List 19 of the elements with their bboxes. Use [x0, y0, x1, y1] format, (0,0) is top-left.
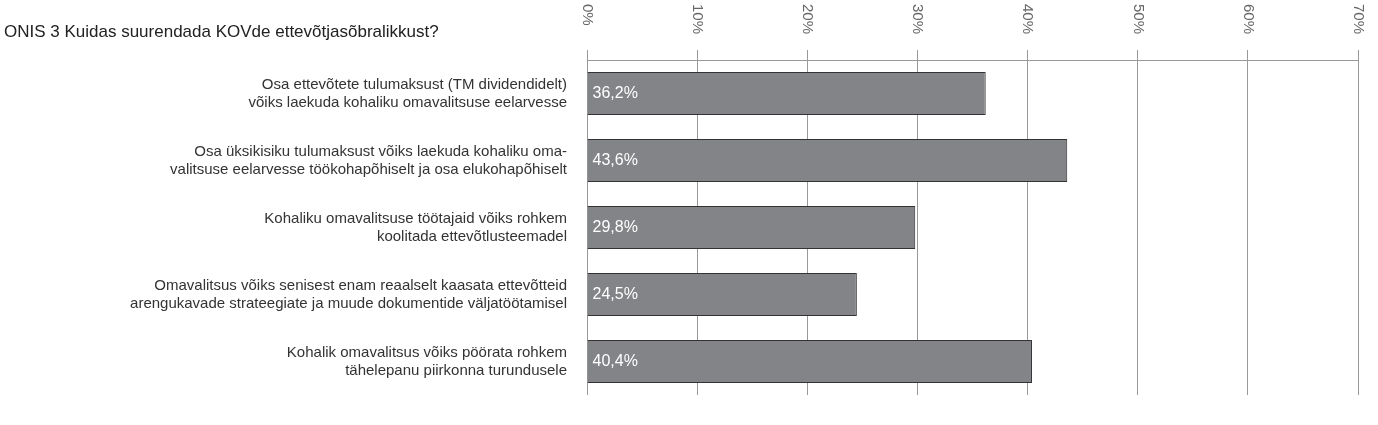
y-tick-label: Osa ettevõtete tulumaksust (TM dividendidelt) võiks laekuda kohaliku omavalitsuse eelarvesse	[248, 74, 567, 110]
x-tick-label: 10%	[690, 4, 707, 35]
x-tick-label: 40%	[1020, 4, 1038, 35]
x-tick-label: 50%	[1130, 4, 1148, 35]
data-label: 29,8%	[592, 217, 638, 235]
data-label: 43,6%	[592, 150, 638, 168]
x-tick-label: 0%	[579, 4, 597, 26]
y-tick-label: Kohaliku omavalitsuse töötajaid võiks rohkem koolitada ettevõtlusteemadel	[264, 208, 567, 244]
x-tick-label: 60%	[1240, 4, 1258, 35]
x-tick-label: 70%	[1350, 4, 1368, 35]
data-label: 40,4%	[592, 351, 638, 369]
x-tick-label: 30%	[910, 4, 928, 35]
x-tick-label: 20%	[800, 4, 818, 35]
data-label: 36,2%	[592, 83, 638, 101]
data-label: 24,5%	[592, 284, 638, 302]
y-tick-label: Osa üksikisiku tulumaksust võiks laekuda kohaliku oma- valitsuse eelarvesse töökohapõhiselt ja osa elukohapõhiselt	[170, 141, 568, 177]
y-tick-label: Kohalik omavalitsus võiks pöörata rohkem tähelepanu piirkonna turundusele	[286, 342, 567, 378]
text: ONIS 3 Kuidas suurendada KOVde ettevõtjasõbralikkust?	[4, 22, 439, 42]
y-tick-label: Omavalitsus võiks senisest enam reaalselt kaasata ettevõtteid arengukavade strateegiate ja muude dokumentide väljatöötamisel	[130, 275, 567, 311]
